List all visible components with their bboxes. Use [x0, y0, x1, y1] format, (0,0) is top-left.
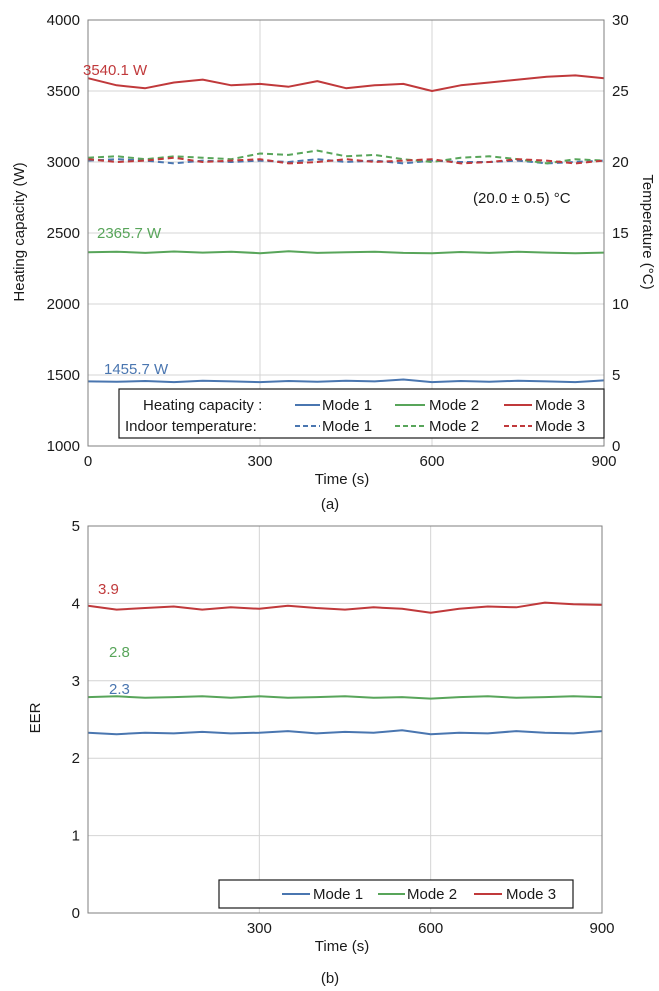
- y2-tick-label: 10: [612, 296, 629, 313]
- series-line-temperature-mode2: [87, 149, 605, 165]
- y2-tick-label: 15: [612, 225, 629, 242]
- x-tick-label: 600: [419, 453, 444, 470]
- x-axis-label-b: Time (s): [315, 938, 369, 955]
- series-line-capacity-mode1: [87, 378, 605, 384]
- y-tick-label: 3500: [47, 83, 80, 100]
- x-tick-label: 0: [84, 453, 92, 470]
- y2-tick-label: 0: [612, 438, 620, 455]
- y-tick-label: 1500: [47, 367, 80, 384]
- legend-a: Heating capacity : Indoor temperature: M…: [118, 388, 605, 439]
- legend-a-label-cap-mode3: Mode 3: [535, 397, 585, 414]
- legend-b-label-mode2: Mode 2: [407, 886, 457, 903]
- y-tick-label: 4000: [47, 12, 80, 29]
- legend-a-label-cap-mode1: Mode 1: [322, 397, 372, 414]
- x-axis-label-a: Time (s): [315, 471, 369, 488]
- x-tick-label: 900: [589, 920, 614, 937]
- series-lines-a: [87, 74, 605, 384]
- series-line-temperature-mode1: [87, 158, 605, 165]
- annotation-temperature-range: (20.0 ± 0.5) °C: [473, 190, 571, 207]
- y-axis-label-right: Temperature (°C): [639, 174, 656, 289]
- annotation-mode2-eer: 2.8: [109, 644, 130, 661]
- annotation-mode3-eer: 3.9: [98, 581, 119, 598]
- y-tick-label: 1: [72, 828, 80, 845]
- series-line-capacity-mode2: [87, 250, 605, 255]
- series-line-mode2: [87, 695, 603, 700]
- y-tick-label: 1000: [47, 438, 80, 455]
- plot-frame-b: [87, 525, 603, 914]
- grid-b: [88, 525, 603, 914]
- series-lines-b: [87, 601, 603, 736]
- legend-a-label-temp-mode1: Mode 1: [322, 418, 372, 435]
- legend-b-label-mode1: Mode 1: [313, 886, 363, 903]
- y-axis-label-b: EER: [27, 702, 44, 733]
- legend-a-label-temp-mode3: Mode 3: [535, 418, 585, 435]
- x-tick-label: 300: [247, 920, 272, 937]
- y2-tick-label: 20: [612, 154, 629, 171]
- annotation-mode3-capacity: 3540.1 W: [83, 62, 148, 79]
- y2-tick-label: 25: [612, 83, 629, 100]
- legend-a-label-cap-mode2: Mode 2: [429, 397, 479, 414]
- y-tick-label: 2500: [47, 225, 80, 242]
- panel-label-b: (b): [321, 970, 339, 987]
- annotation-mode2-capacity: 2365.7 W: [97, 225, 162, 242]
- y-tick-label: 4: [72, 595, 80, 612]
- y-tick-label: 2000: [47, 296, 80, 313]
- x-tick-label: 600: [418, 920, 443, 937]
- panel-b: 0 1 2 3 4 5 300 600 900 EER Time (s) (b) 3.9 2.8…: [27, 518, 615, 987]
- legend-a-row-capacity: Heating capacity :: [143, 397, 262, 414]
- y2-tick-label: 30: [612, 12, 629, 29]
- ticks-b: 0 1 2 3 4 5 300 600 900: [72, 518, 615, 937]
- legend-b-label-mode3: Mode 3: [506, 886, 556, 903]
- y-tick-label: 3: [72, 673, 80, 690]
- legend-a-row-temperature: Indoor temperature:: [125, 418, 257, 435]
- panel-label-a: (a): [321, 496, 339, 513]
- plot-frame-a: [87, 19, 605, 447]
- series-line-temperature-mode3: [87, 156, 605, 165]
- legend-b: Mode 1 Mode 2 Mode 3: [218, 879, 574, 909]
- annotation-mode1-eer: 2.3: [109, 681, 130, 698]
- y-tick-label: 2: [72, 750, 80, 767]
- annotation-mode1-capacity: 1455.7 W: [104, 361, 169, 378]
- y-tick-label: 5: [72, 518, 80, 535]
- series-line-mode1: [87, 729, 603, 736]
- y2-tick-label: 5: [612, 367, 620, 384]
- x-tick-label: 300: [247, 453, 272, 470]
- series-line-capacity-mode3: [87, 74, 605, 92]
- x-tick-label: 900: [591, 453, 616, 470]
- legend-a-box: [118, 388, 605, 439]
- legend-a-label-temp-mode2: Mode 2: [429, 418, 479, 435]
- y-tick-label: 3000: [47, 154, 80, 171]
- y-tick-label: 0: [72, 905, 80, 922]
- series-line-mode3: [87, 601, 603, 614]
- y-axis-label-left: Heating capacity (W): [11, 162, 28, 301]
